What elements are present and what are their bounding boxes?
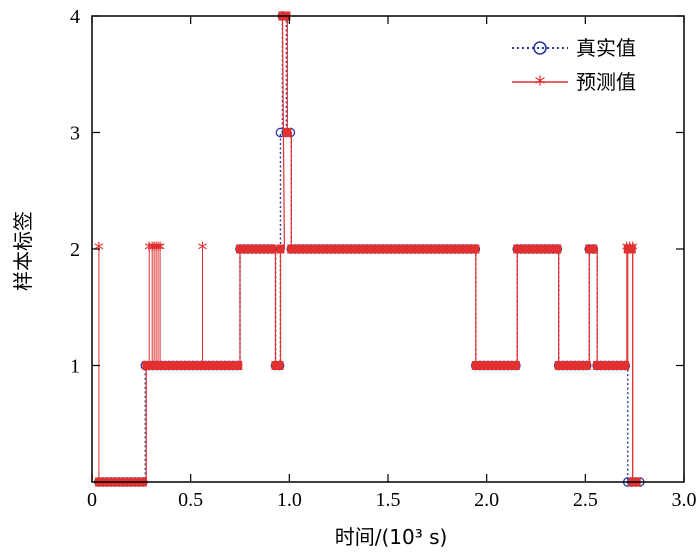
predicted-spike-marker: * <box>198 238 208 262</box>
predicted-value-point <box>471 244 480 254</box>
predicted-value-point <box>621 361 630 370</box>
legend: 真实值 * 预测值 <box>512 36 636 98</box>
predicted-value-point <box>276 244 285 254</box>
predicted-value-point <box>511 361 520 370</box>
legend-pred-label: 预测值 <box>576 70 636 94</box>
y-tick-label: 1 <box>70 356 80 378</box>
x-tick-label: 2.5 <box>573 489 598 511</box>
x-tick-label: 3.0 <box>672 489 697 511</box>
predicted-value-point <box>582 361 591 370</box>
predicted-spike-marker: * <box>628 238 638 262</box>
y-tick-label: 3 <box>70 123 80 145</box>
x-tick-label: 2.0 <box>474 489 499 511</box>
predicted-spike-marker: * <box>622 238 632 262</box>
y-tick-label: 2 <box>70 239 80 261</box>
predicted-spike-marker: * <box>147 238 157 262</box>
predicted-value-point <box>275 361 284 370</box>
predicted-spike-marker: * <box>155 238 165 262</box>
axis-ticks: 0 0.5 1.0 1.5 2.0 2.5 3.0 1 2 3 4 <box>70 6 697 511</box>
predicted-value-point <box>553 244 562 254</box>
legend-true-marker <box>533 41 547 55</box>
x-tick-label: 1.0 <box>277 489 302 511</box>
predicted-spike-marker: * <box>153 238 163 262</box>
predicted-spike-marker: * <box>94 238 104 262</box>
predicted-value-point <box>627 244 636 254</box>
x-tick-label: 0.5 <box>178 489 203 511</box>
predicted-spike-marker: * <box>149 238 159 262</box>
predicted-spike-marker: * <box>625 238 635 262</box>
x-axis-label: 时间/(10³ s) <box>335 525 448 549</box>
x-tick-label: 1.5 <box>376 489 401 511</box>
legend-true-label: 真实值 <box>576 36 636 60</box>
predicted-value-point <box>283 128 292 137</box>
predicted-spike-marker: * <box>144 238 154 262</box>
predicted-value-point <box>589 244 598 254</box>
y-axis-label: 样本标签 <box>11 211 35 291</box>
predicted-value-point <box>268 244 276 254</box>
x-tick-label: 0 <box>87 489 97 511</box>
legend-pred-marker: * <box>535 73 546 98</box>
predicted-spike-marker: * <box>151 238 161 262</box>
predicted-value-point <box>234 361 243 370</box>
y-tick-label: 4 <box>70 6 80 28</box>
chart-marks: * ****** * *** <box>94 11 645 487</box>
